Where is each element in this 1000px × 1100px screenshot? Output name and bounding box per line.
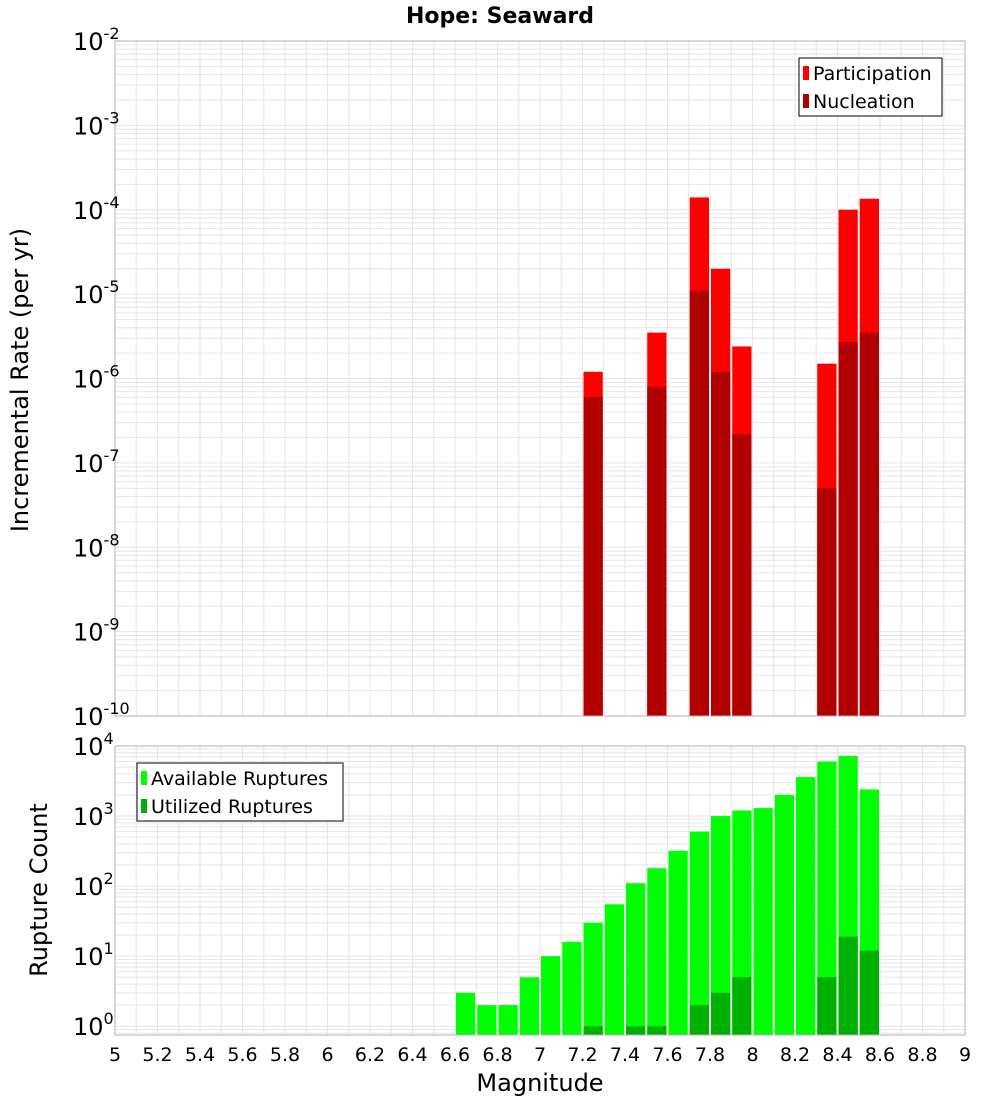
utilized-ruptures-bar (626, 1026, 646, 1035)
legend-box (136, 762, 344, 822)
utilized-ruptures-bar (689, 1005, 709, 1035)
y-tick-label: 10-6 (73, 362, 120, 394)
available-ruptures-bar (689, 831, 709, 1035)
available-ruptures-bar (456, 992, 476, 1035)
legend-label: Participation (813, 63, 932, 85)
y-tick-label: 100 (73, 1009, 114, 1041)
y-tick-label: 10-2 (73, 24, 120, 56)
legend-label: Utilized Ruptures (151, 796, 313, 818)
legend-swatch (141, 799, 147, 813)
available-ruptures-bar (583, 922, 603, 1035)
plot-frame (114, 745, 966, 1036)
x-tick-label: 7.2 (567, 1044, 597, 1066)
x-tick-label: 9 (959, 1044, 971, 1066)
x-axis-label: Magnitude (476, 1069, 603, 1097)
available-ruptures-bar (477, 1005, 497, 1035)
available-ruptures-bar (753, 808, 773, 1035)
legend: Available Ruptures Utilized Ruptures (136, 762, 344, 822)
utilized-ruptures-bar (859, 950, 879, 1035)
utilized-ruptures-bar (817, 977, 837, 1035)
utilized-ruptures-bar (838, 936, 858, 1035)
x-tick-label: 7.8 (695, 1044, 725, 1066)
x-tick-label: 8.6 (865, 1044, 895, 1066)
utilized-ruptures-bar (711, 992, 731, 1035)
x-tick-label: 7 (534, 1044, 546, 1066)
x-tick-label: 8.2 (780, 1044, 810, 1066)
x-tick-label: 5.4 (185, 1044, 215, 1066)
rupture-count-panel: 100 101 102 103 104 5 5.2 5.4 5.6 5.8 6 6.2 6.4 6.6 6.… (73, 729, 971, 1066)
rate-panel: 10-10 10-9 10-8 10-7 10-6 10-5 10-4 10-3 10-2 Par… (73, 24, 966, 731)
legend-label: Nucleation (813, 91, 915, 113)
x-tick-label: 6.4 (397, 1044, 427, 1066)
available-ruptures-bar (817, 761, 837, 1035)
nucleation-bar (732, 433, 752, 716)
x-tick-label: 8 (746, 1044, 758, 1066)
available-ruptures-bar (562, 941, 582, 1035)
x-tick-label: 6 (321, 1044, 333, 1066)
nucleation-bar (711, 371, 731, 716)
available-ruptures-bar (647, 868, 667, 1035)
x-tick-label: 6.8 (482, 1044, 512, 1066)
y-tick-label: 10-9 (73, 615, 120, 647)
x-tick-label: 7.6 (652, 1044, 682, 1066)
available-ruptures-bar (774, 794, 794, 1035)
y-tick-label: 10-3 (73, 108, 120, 140)
nucleation-bar (838, 342, 858, 716)
available-ruptures-bar (519, 977, 539, 1035)
available-ruptures-bar (796, 777, 816, 1035)
legend-swatch (803, 94, 809, 108)
y-tick-label: 104 (73, 729, 114, 761)
nucleation-bar (859, 332, 879, 716)
utilized-ruptures-bar (732, 977, 752, 1035)
nucleation-bar (647, 386, 667, 716)
y-tick-label: 10-4 (73, 193, 120, 225)
x-tick-label: 8.4 (822, 1044, 852, 1066)
legend-box (798, 57, 943, 117)
x-tick-label: 6.6 (440, 1044, 470, 1066)
legend: Participation Nucleation (798, 57, 943, 117)
available-ruptures-bar (626, 883, 646, 1035)
y-tick-label: 10-8 (73, 530, 120, 562)
y-tick-label: 10-5 (73, 277, 120, 309)
y-tick-label: 102 (73, 869, 114, 901)
available-ruptures-bar (711, 816, 731, 1035)
nucleation-bar (689, 290, 709, 716)
x-tick-label: 6.2 (355, 1044, 385, 1066)
x-tick-label: 8.8 (907, 1044, 937, 1066)
nucleation-bar (817, 488, 837, 716)
utilized-ruptures-bar (583, 1026, 603, 1035)
y-axis-label-rate: Incremental Rate (per yr) (6, 228, 34, 532)
y-tick-label: 10-7 (73, 446, 120, 478)
available-ruptures-bar (668, 850, 688, 1035)
utilized-ruptures-bar (647, 1026, 667, 1035)
available-ruptures-bar (498, 1005, 518, 1035)
legend-swatch (141, 771, 147, 785)
legend-swatch (803, 66, 809, 80)
legend-label: Available Ruptures (151, 768, 328, 790)
x-tick-label: 7.4 (610, 1044, 640, 1066)
available-ruptures-bar (604, 904, 624, 1035)
nucleation-bar (583, 397, 603, 716)
chart-title: Hope: Seaward (406, 4, 594, 29)
plot-frame (114, 40, 966, 717)
available-ruptures-bar (541, 956, 561, 1035)
x-tick-label: 5.6 (227, 1044, 257, 1066)
x-tick-label: 5 (109, 1044, 121, 1066)
y-axis-label-count: Rupture Count (25, 803, 53, 977)
x-tick-label: 5.8 (270, 1044, 300, 1066)
y-tick-label: 103 (73, 799, 114, 831)
y-tick-label: 101 (73, 939, 114, 971)
y-tick-label: 10-10 (73, 699, 130, 731)
x-tick-label: 5.2 (142, 1044, 172, 1066)
